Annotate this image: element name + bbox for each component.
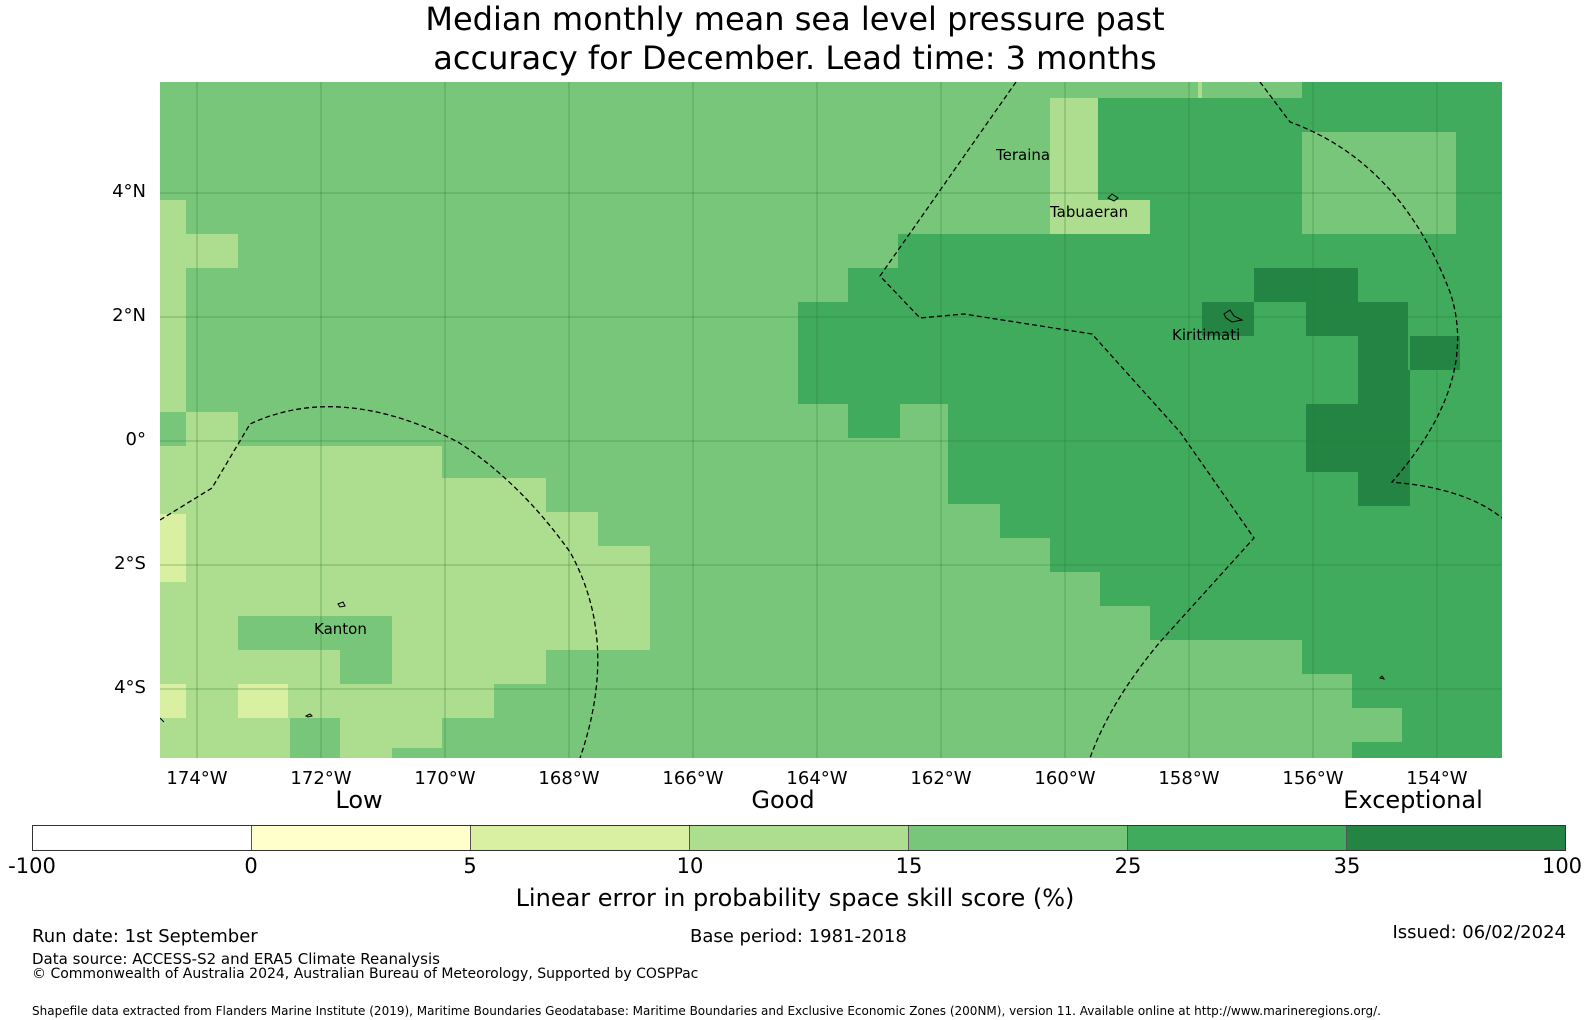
colorbar-segment <box>33 826 252 850</box>
place-label-tabuaeran: Tabuaeran <box>1050 203 1129 221</box>
legend-category-good: Good <box>751 786 815 814</box>
lon-label-166w: 166°W <box>662 768 724 789</box>
lat-label-2s: 2°S <box>114 553 146 574</box>
colorbar-tick: -100 <box>8 854 56 878</box>
lon-label-164w: 164°W <box>786 768 848 789</box>
legend-category-low: Low <box>335 786 383 814</box>
colorbar-tick: 5 <box>463 854 477 878</box>
copyright: © Commonwealth of Australia 2024, Austra… <box>32 966 699 982</box>
colorbar-segment <box>252 826 471 850</box>
lon-label-172w: 172°W <box>290 768 352 789</box>
colorbar-tick: 100 <box>1541 854 1583 878</box>
islands <box>160 193 1386 723</box>
place-label-kanton: Kanton <box>314 620 367 638</box>
skill-15-25-east-patch <box>900 82 1402 758</box>
place-label-kiritimati: Kiritimati <box>1172 326 1241 344</box>
lon-label-174w: 174°W <box>166 768 228 789</box>
colorbar-title: Linear error in probability space skill … <box>515 884 1075 912</box>
skill-15-25-ne-patch <box>1202 82 1456 234</box>
lon-label-170w: 170°W <box>414 768 476 789</box>
lon-label-160w: 160°W <box>1034 768 1096 789</box>
colorbar-tick: 10 <box>676 854 704 878</box>
lon-label-158w: 158°W <box>1158 768 1220 789</box>
colorbar <box>32 825 1566 851</box>
skill-15-25-patch <box>238 616 598 758</box>
legend-category-exceptional: Exceptional <box>1343 786 1483 814</box>
colorbar-tick: 0 <box>244 854 258 878</box>
colorbar-segment <box>1347 826 1565 850</box>
skill-map: Teraina Tabuaeran Kiritimati Kanton <box>160 82 1502 758</box>
skill-5-10-region <box>160 514 288 718</box>
colorbar-segment <box>1128 826 1347 850</box>
colorbar-segment <box>909 826 1128 850</box>
base-period: Base period: 1981-2018 <box>690 926 907 947</box>
colorbar-tick: 15 <box>895 854 923 878</box>
skill-35-100-region <box>1202 268 1460 506</box>
colorbar-tick: 35 <box>1333 854 1361 878</box>
place-label-teraina: Teraina <box>996 146 1051 164</box>
run-date: Run date: 1st September <box>32 926 258 947</box>
issued-date: Issued: 06/02/2024 <box>1392 922 1566 943</box>
lat-label-4s: 4°S <box>114 677 146 698</box>
map-canvas <box>160 82 1502 758</box>
lon-label-168w: 168°W <box>538 768 600 789</box>
shapefile-credit: Shapefile data extracted from Flanders M… <box>32 1004 1381 1018</box>
lat-label-0: 0° <box>125 429 146 450</box>
data-source: Data source: ACCESS-S2 and ERA5 Climate … <box>32 950 440 968</box>
title-line-2: accuracy for December. Lead time: 3 mont… <box>433 39 1157 77</box>
lon-label-156w: 156°W <box>1282 768 1344 789</box>
title-line-1: Median monthly mean sea level pressure p… <box>425 0 1165 38</box>
colorbar-segment <box>690 826 909 850</box>
lat-label-4n: 4°N <box>112 181 146 202</box>
colorbar-tick: 25 <box>1114 854 1142 878</box>
lon-label-162w: 162°W <box>910 768 972 789</box>
lon-label-154w: 154°W <box>1406 768 1468 789</box>
colorbar-segment <box>471 826 690 850</box>
lat-label-2n: 2°N <box>112 305 146 326</box>
graticule <box>160 82 1502 758</box>
eez-boundaries <box>160 82 1502 758</box>
chart-title: Median monthly mean sea level pressure p… <box>0 0 1590 78</box>
